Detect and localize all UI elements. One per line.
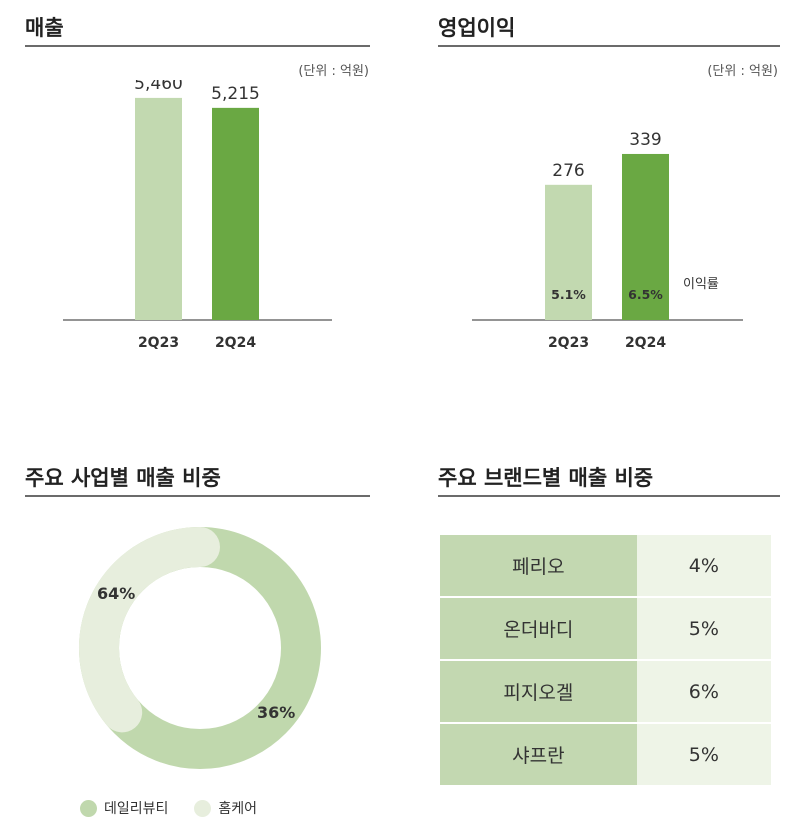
donut-value-label: 64% [97, 584, 135, 603]
brand-name-cell: 피지오겔 [440, 661, 637, 722]
brand-share-table: 페리오 4% 온더바디 5% 피지오겔 6% 샤프란 5% [440, 533, 771, 787]
brand-share-cell: 5% [636, 724, 771, 785]
op-profit-unit-label: (단위 : 억원) [707, 64, 778, 79]
revenue-title-rule [25, 45, 370, 47]
brand-name-cell: 온더바디 [440, 598, 637, 659]
business-mix-title: 주요 사업별 매출 비중 [25, 466, 221, 490]
op_profit-category-label: 2Q23 [548, 335, 589, 351]
legend-label-homecare: 홈케어 [218, 801, 258, 817]
brand-share-cell: 4% [636, 535, 771, 596]
table-row: 샤프란 5% [440, 724, 771, 785]
op_profit-value-label: 339 [629, 130, 661, 150]
revenue-category-label: 2Q24 [215, 335, 256, 351]
donut-value-label: 36% [257, 703, 295, 722]
brand-name-cell: 페리오 [440, 535, 637, 596]
brand-name-cell: 샤프란 [440, 724, 637, 785]
revenue-category-label: 2Q23 [138, 335, 179, 351]
revenue-bar-chart: 5,460 2Q23 5,215 2Q24 [63, 80, 332, 351]
donut-segment-홈케어 [79, 527, 220, 733]
business-mix-donut-chart: 64% 36% [79, 527, 321, 769]
revenue-value-label: 5,460 [134, 80, 183, 94]
table-row: 페리오 4% [440, 535, 771, 596]
brand-mix-title: 주요 브랜드별 매출 비중 [438, 466, 654, 490]
business-mix-legend: 데일리뷰티 홈케어 [80, 798, 257, 818]
legend-label-daily-beauty: 데일리뷰티 [104, 801, 169, 817]
business-mix-title-rule [25, 495, 370, 497]
op_profit-margin-label: 6.5% [628, 287, 663, 302]
op_profit-value-label: 276 [552, 161, 584, 181]
revenue-value-label: 5,215 [211, 84, 260, 104]
revenue-bar-2Q24 [212, 107, 259, 320]
legend-item-homecare: 홈케어 [194, 798, 257, 818]
revenue-unit-label: (단위 : 억원) [298, 64, 369, 79]
brand-mix-title-rule [438, 495, 780, 497]
legend-swatch-daily-beauty [80, 799, 97, 817]
legend-swatch-homecare [194, 799, 212, 817]
revenue-title: 매출 [25, 16, 64, 40]
op_profit-margin-legend: 이익률 [683, 277, 719, 292]
op-profit-title-rule [438, 45, 780, 47]
legend-item-daily-beauty: 데일리뷰티 [80, 798, 168, 818]
brand-share-cell: 5% [636, 598, 771, 659]
revenue-bar-2Q23 [135, 97, 182, 320]
op_profit-category-label: 2Q24 [625, 335, 666, 351]
table-row: 피지오겔 6% [440, 661, 771, 722]
op_profit-bar-2Q24 [622, 153, 669, 320]
op-profit-title: 영업이익 [438, 16, 516, 40]
brand-share-cell: 6% [636, 661, 771, 722]
op-profit-bar-chart: 276 2Q23 5.1% 339 2Q24 6.5% 이익률 [472, 130, 743, 351]
op_profit-margin-label: 5.1% [551, 287, 586, 302]
table-row: 온더바디 5% [440, 598, 771, 659]
op_profit-bar-2Q23 [545, 184, 592, 320]
